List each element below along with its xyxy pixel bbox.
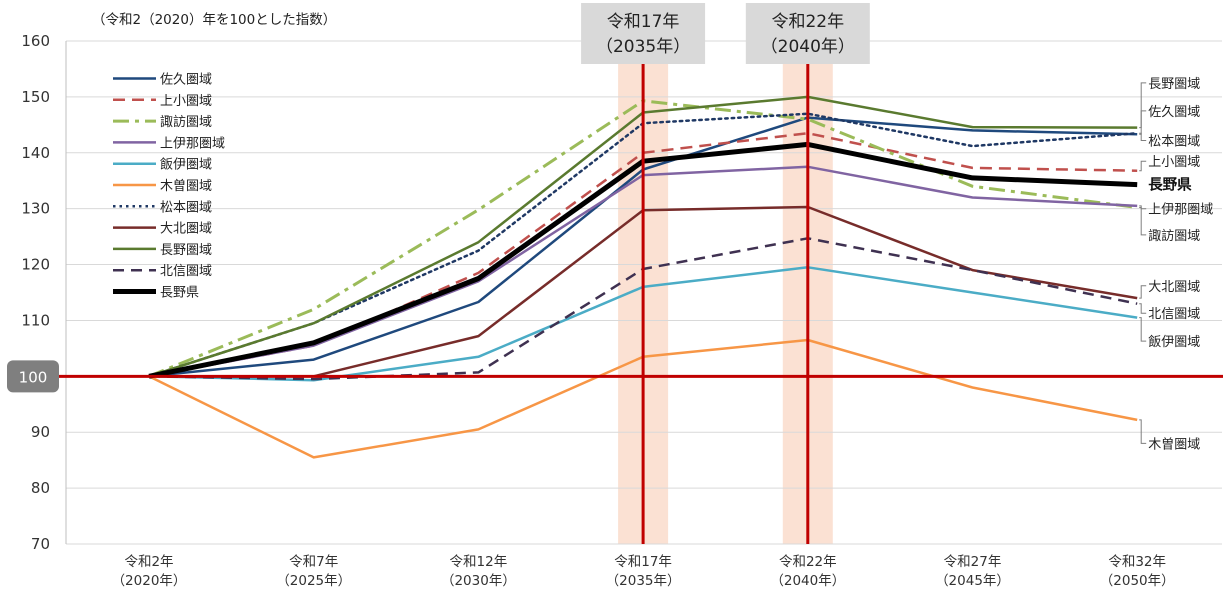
y-tick-label-6: 130 xyxy=(21,200,50,218)
x-tick-label-3: 令和17年 xyxy=(614,554,672,570)
end-label-10: 木曽圏域 xyxy=(1148,437,1200,452)
end-label-6: 諏訪圏域 xyxy=(1148,228,1200,244)
y-tick-label-2: 90 xyxy=(31,423,50,441)
y-tick-label-1: 80 xyxy=(31,479,50,497)
end-label-5: 上伊那圏域 xyxy=(1148,203,1213,218)
end-label-9: 飯伊圏域 xyxy=(1148,335,1200,350)
legend-label-6: 松本圏域 xyxy=(160,200,212,215)
legend-label-0: 佐久圏域 xyxy=(160,73,212,88)
x-tick-label-6: 令和32年 xyxy=(1108,554,1166,570)
legend-label-4: 飯伊圏域 xyxy=(160,158,212,173)
leader-line-7 xyxy=(1139,285,1147,299)
end-label-0: 長野圏域 xyxy=(1148,77,1200,92)
end-labels: 長野圏域佐久圏域松本圏域上小圏域長野県上伊那圏域諏訪圏域大北圏域北信圏域飯伊圏域… xyxy=(1139,77,1213,452)
reference-badge xyxy=(7,360,59,393)
unit-note: （令和2（2020）年を100とした指数） xyxy=(92,12,336,28)
x-tick-sublabel-3: （2035年） xyxy=(606,573,681,589)
leader-line-3 xyxy=(1139,160,1147,172)
callout-line1-1: 令和22年 xyxy=(771,12,844,32)
leader-line-9 xyxy=(1139,317,1147,342)
end-label-8: 北信圏域 xyxy=(1148,307,1200,322)
leader-line-2 xyxy=(1139,132,1147,141)
leader-line-10 xyxy=(1139,419,1147,444)
reference-badge-label: 100 xyxy=(19,368,48,386)
x-tick-sublabel-6: （2050年） xyxy=(1100,573,1175,589)
callouts: 令和17年 （2035年） 令和22年 （2040年） xyxy=(581,3,870,64)
highlight-bands xyxy=(618,64,833,544)
legend-label-3: 上伊那圏域 xyxy=(160,136,225,151)
leader-line-0 xyxy=(1139,82,1147,129)
x-tick-sublabel-0: （2020年） xyxy=(112,573,187,589)
y-tick-label-8: 150 xyxy=(21,88,50,106)
y-tick-label-7: 140 xyxy=(21,144,50,162)
x-tick-sublabel-1: （2025年） xyxy=(276,573,351,589)
x-tick-label-4: 令和22年 xyxy=(779,554,837,570)
y-tick-label-0: 70 xyxy=(31,535,50,553)
y-axis-ticks: 70 80 90 110 120 130 140 150 160 xyxy=(21,32,50,553)
legend-label-2: 諏訪圏域 xyxy=(160,114,212,130)
end-label-3: 上小圏域 xyxy=(1148,155,1200,170)
callout-line1-0: 令和17年 xyxy=(607,12,680,32)
legend-label-10: 長野県 xyxy=(160,286,199,301)
legend-label-5: 木曽圏域 xyxy=(160,179,212,194)
x-tick-label-1: 令和7年 xyxy=(289,554,338,570)
x-tick-label-2: 令和12年 xyxy=(450,554,508,570)
y-tick-label-9: 160 xyxy=(21,32,50,50)
x-tick-sublabel-5: （2045年） xyxy=(935,573,1010,589)
legend: 佐久圏域上小圏域諏訪圏域上伊那圏域飯伊圏域木曽圏域松本圏域大北圏域長野圏域北信圏… xyxy=(113,73,225,301)
x-tick-label-0: 令和2年 xyxy=(124,554,173,570)
legend-label-7: 大北圏域 xyxy=(160,222,212,237)
callout-box-1 xyxy=(745,3,870,64)
callout-line2-1: （2040年） xyxy=(761,37,855,57)
leader-line-6 xyxy=(1139,207,1147,236)
callout-line2-0: （2035年） xyxy=(596,37,690,57)
callout-box-0 xyxy=(581,3,706,64)
end-label-7: 大北圏域 xyxy=(1148,280,1200,295)
legend-label-1: 上小圏域 xyxy=(160,94,212,109)
reference-lines: 100 xyxy=(7,64,1223,544)
end-label-1: 佐久圏域 xyxy=(1148,105,1200,120)
x-tick-label-5: 令和27年 xyxy=(944,554,1002,570)
legend-label-8: 長野圏域 xyxy=(160,243,212,258)
y-tick-label-5: 120 xyxy=(21,256,50,274)
end-label-4: 長野県 xyxy=(1148,177,1192,194)
end-label-2: 松本圏域 xyxy=(1148,134,1200,149)
leader-line-1 xyxy=(1139,110,1147,135)
x-tick-sublabel-4: （2040年） xyxy=(770,573,845,589)
x-tick-sublabel-2: （2030年） xyxy=(441,573,516,589)
leader-line-8 xyxy=(1139,303,1147,314)
x-axis-ticks: 令和2年 （2020年） 令和7年 （2025年） 令和12年 （2030年） 令和17年 （… xyxy=(112,554,1175,589)
y-tick-label-4: 110 xyxy=(21,311,50,329)
legend-label-9: 北信圏域 xyxy=(160,264,212,279)
